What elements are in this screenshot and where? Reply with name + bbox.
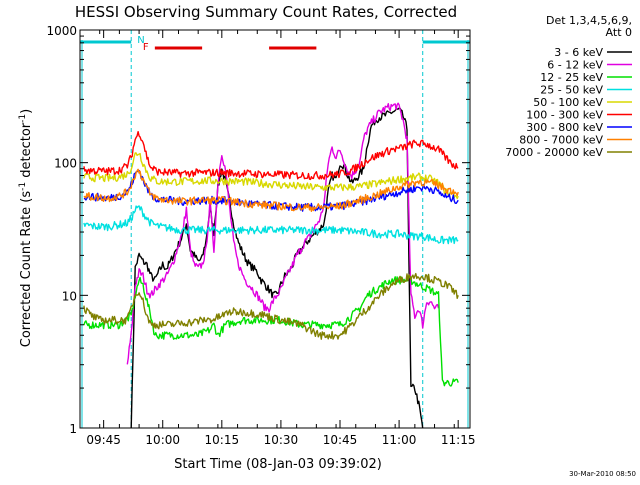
x-tick-label-3: 10:30 — [264, 433, 299, 447]
series-line-1 — [126, 102, 440, 365]
legend-label-4: 50 - 100 keV — [533, 96, 603, 109]
x-tick-label-4: 10:45 — [323, 433, 358, 447]
series-layer — [83, 102, 459, 429]
x-tick-label-6: 11:15 — [441, 433, 476, 447]
axes-layer: 1 10 100 1000 09:45 10:00 10:15 10:30 10:45 11:00… — [46, 24, 475, 447]
y-label-base: Corrected Count Rate (s — [19, 191, 34, 348]
y-label-sup-2: -1 — [18, 114, 28, 123]
legend-label-7: 800 - 7000 keV — [519, 134, 603, 147]
y-tick-label-0: 1 — [69, 422, 77, 436]
x-tick-label-5: 11:00 — [382, 433, 417, 447]
legend-label-3: 25 - 50 keV — [540, 84, 603, 97]
legend-label-1: 6 - 12 keV — [547, 59, 603, 72]
chart-title: HESSI Observing Summary Count Rates, Cor… — [75, 3, 457, 21]
x-axis-label: Start Time (08-Jan-03 09:39:02) — [174, 457, 382, 472]
y-label-mid: detector — [19, 122, 34, 182]
series-line-8 — [83, 272, 459, 340]
series-line-5 — [83, 131, 459, 181]
legend-label-8: 7000 - 20000 keV — [505, 146, 603, 159]
y-label-end: ) — [19, 109, 34, 114]
y-tick-label-2: 100 — [54, 157, 77, 171]
y-tick-label-1: 10 — [62, 289, 77, 303]
timestamp: 30-Mar-2010 08:50 — [569, 470, 636, 478]
x-tick-label-2: 10:15 — [205, 433, 240, 447]
legend-header-0: Det 1,3,4,5,6,9, — [546, 14, 632, 27]
x-tick-label-0: 09:45 — [86, 433, 121, 447]
legend-label-5: 100 - 300 keV — [526, 109, 603, 122]
legend-label-2: 12 - 25 keV — [540, 71, 603, 84]
background-layer: NF — [80, 30, 470, 428]
series-line-7 — [83, 168, 459, 212]
series-line-4 — [83, 152, 459, 200]
legend-label-6: 300 - 800 keV — [526, 121, 603, 134]
night-label: N — [137, 35, 144, 46]
flare-label: F — [143, 42, 149, 53]
x-tick-label-1: 10:00 — [145, 433, 180, 447]
legend-header-1: Att 0 — [606, 26, 632, 39]
legend-label-0: 3 - 6 keV — [554, 46, 603, 59]
y-label-sup-1: -1 — [18, 182, 28, 191]
plot-frame — [79, 29, 471, 429]
series-line-3 — [83, 205, 459, 245]
y-axis-label: Corrected Count Rate (s-1 detector-1) — [18, 109, 34, 347]
y-tick-label-3: 1000 — [46, 24, 77, 38]
